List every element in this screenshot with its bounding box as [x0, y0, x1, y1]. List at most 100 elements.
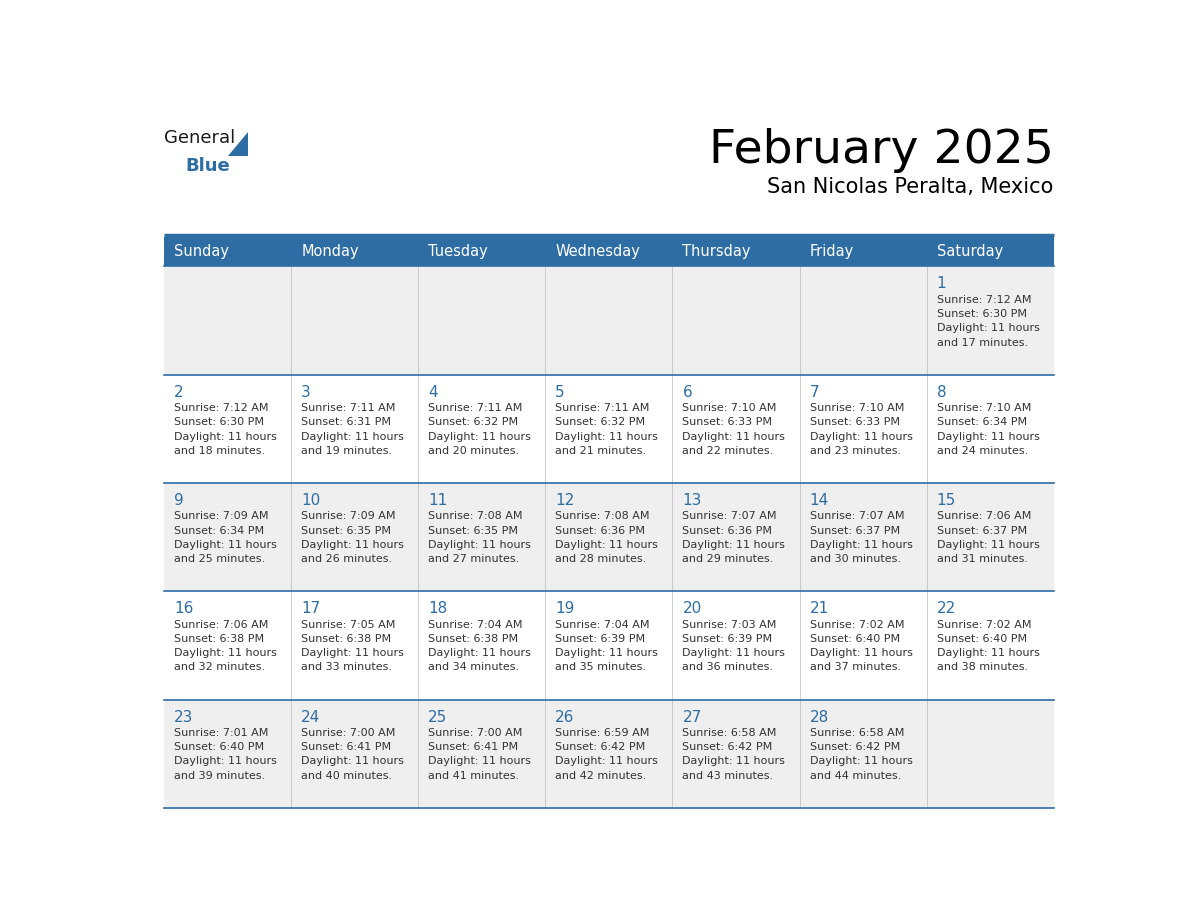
- Text: Daylight: 11 hours: Daylight: 11 hours: [809, 540, 912, 550]
- Text: Daylight: 11 hours: Daylight: 11 hours: [302, 756, 404, 767]
- Text: Sunset: 6:37 PM: Sunset: 6:37 PM: [936, 526, 1026, 536]
- Text: Daylight: 11 hours: Daylight: 11 hours: [555, 756, 658, 767]
- Text: 25: 25: [429, 710, 448, 724]
- Text: Sunrise: 7:02 AM: Sunrise: 7:02 AM: [936, 620, 1031, 630]
- Text: and 32 minutes.: and 32 minutes.: [175, 663, 265, 673]
- Text: Friday: Friday: [809, 244, 854, 260]
- Text: Daylight: 11 hours: Daylight: 11 hours: [555, 540, 658, 550]
- Text: 20: 20: [682, 601, 702, 616]
- Text: Sunset: 6:41 PM: Sunset: 6:41 PM: [302, 743, 391, 752]
- Text: Sunrise: 7:08 AM: Sunrise: 7:08 AM: [555, 511, 650, 521]
- Text: Sunrise: 7:00 AM: Sunrise: 7:00 AM: [302, 728, 396, 738]
- Text: Sunrise: 7:04 AM: Sunrise: 7:04 AM: [429, 620, 523, 630]
- Text: Daylight: 11 hours: Daylight: 11 hours: [429, 756, 531, 767]
- Text: and 21 minutes.: and 21 minutes.: [555, 446, 646, 456]
- Text: 7: 7: [809, 385, 820, 399]
- Text: 16: 16: [175, 601, 194, 616]
- Text: Daylight: 11 hours: Daylight: 11 hours: [429, 431, 531, 442]
- Bar: [672, 237, 800, 266]
- Text: and 40 minutes.: and 40 minutes.: [302, 771, 392, 780]
- Text: Sunrise: 7:03 AM: Sunrise: 7:03 AM: [682, 620, 777, 630]
- Text: Blue: Blue: [185, 157, 230, 175]
- Text: Daylight: 11 hours: Daylight: 11 hours: [555, 648, 658, 658]
- Text: Thursday: Thursday: [682, 244, 751, 260]
- Text: and 44 minutes.: and 44 minutes.: [809, 771, 901, 780]
- Text: Saturday: Saturday: [936, 244, 1003, 260]
- Text: Daylight: 11 hours: Daylight: 11 hours: [936, 540, 1040, 550]
- Text: Sunset: 6:33 PM: Sunset: 6:33 PM: [809, 418, 899, 428]
- Text: Daylight: 11 hours: Daylight: 11 hours: [682, 756, 785, 767]
- Text: 13: 13: [682, 493, 702, 508]
- Text: 26: 26: [555, 710, 575, 724]
- Text: Sunset: 6:32 PM: Sunset: 6:32 PM: [555, 418, 645, 428]
- Text: and 41 minutes.: and 41 minutes.: [429, 771, 519, 780]
- Text: Sunset: 6:42 PM: Sunset: 6:42 PM: [809, 743, 899, 752]
- Text: Sunrise: 7:09 AM: Sunrise: 7:09 AM: [302, 511, 396, 521]
- Text: 24: 24: [302, 710, 321, 724]
- Text: Sunrise: 7:07 AM: Sunrise: 7:07 AM: [809, 511, 904, 521]
- Text: Sunrise: 7:11 AM: Sunrise: 7:11 AM: [302, 403, 396, 413]
- Text: Sunrise: 7:00 AM: Sunrise: 7:00 AM: [429, 728, 523, 738]
- Text: and 39 minutes.: and 39 minutes.: [175, 771, 265, 780]
- Text: 23: 23: [175, 710, 194, 724]
- Text: Sunrise: 7:10 AM: Sunrise: 7:10 AM: [936, 403, 1031, 413]
- Text: and 37 minutes.: and 37 minutes.: [809, 663, 901, 673]
- Bar: [291, 237, 418, 266]
- Text: San Nicolas Peralta, Mexico: San Nicolas Peralta, Mexico: [767, 177, 1054, 197]
- Text: Sunset: 6:38 PM: Sunset: 6:38 PM: [302, 634, 391, 644]
- Text: Sunrise: 7:12 AM: Sunrise: 7:12 AM: [175, 403, 268, 413]
- Text: Daylight: 11 hours: Daylight: 11 hours: [936, 431, 1040, 442]
- Text: and 28 minutes.: and 28 minutes.: [555, 554, 646, 565]
- Text: Monday: Monday: [302, 244, 359, 260]
- Text: 8: 8: [936, 385, 947, 399]
- Text: and 17 minutes.: and 17 minutes.: [936, 338, 1028, 348]
- Bar: [800, 237, 927, 266]
- Text: Daylight: 11 hours: Daylight: 11 hours: [555, 431, 658, 442]
- Text: 22: 22: [936, 601, 956, 616]
- Text: Daylight: 11 hours: Daylight: 11 hours: [809, 648, 912, 658]
- Text: and 18 minutes.: and 18 minutes.: [175, 446, 265, 456]
- Text: General: General: [164, 129, 235, 148]
- Text: and 22 minutes.: and 22 minutes.: [682, 446, 773, 456]
- Text: Sunday: Sunday: [175, 244, 229, 260]
- Text: and 29 minutes.: and 29 minutes.: [682, 554, 773, 565]
- Text: Daylight: 11 hours: Daylight: 11 hours: [175, 540, 277, 550]
- Text: Sunrise: 7:10 AM: Sunrise: 7:10 AM: [809, 403, 904, 413]
- Text: Sunset: 6:34 PM: Sunset: 6:34 PM: [936, 418, 1026, 428]
- Text: and 23 minutes.: and 23 minutes.: [809, 446, 901, 456]
- Text: Daylight: 11 hours: Daylight: 11 hours: [175, 756, 277, 767]
- Text: and 38 minutes.: and 38 minutes.: [936, 663, 1028, 673]
- Text: Daylight: 11 hours: Daylight: 11 hours: [302, 648, 404, 658]
- Text: and 26 minutes.: and 26 minutes.: [302, 554, 392, 565]
- Text: 9: 9: [175, 493, 184, 508]
- Text: and 19 minutes.: and 19 minutes.: [302, 446, 392, 456]
- Text: 11: 11: [429, 493, 448, 508]
- Text: and 35 minutes.: and 35 minutes.: [555, 663, 646, 673]
- Text: Sunrise: 6:59 AM: Sunrise: 6:59 AM: [555, 728, 650, 738]
- Text: Sunrise: 7:06 AM: Sunrise: 7:06 AM: [175, 620, 268, 630]
- Text: 5: 5: [555, 385, 565, 399]
- Text: Sunset: 6:42 PM: Sunset: 6:42 PM: [555, 743, 645, 752]
- Text: Sunset: 6:36 PM: Sunset: 6:36 PM: [555, 526, 645, 536]
- Text: Sunset: 6:32 PM: Sunset: 6:32 PM: [429, 418, 518, 428]
- Text: 14: 14: [809, 493, 829, 508]
- Bar: [164, 375, 1054, 483]
- Bar: [164, 483, 1054, 591]
- Text: Sunrise: 7:05 AM: Sunrise: 7:05 AM: [302, 620, 396, 630]
- Text: Sunrise: 7:04 AM: Sunrise: 7:04 AM: [555, 620, 650, 630]
- Text: Sunrise: 6:58 AM: Sunrise: 6:58 AM: [809, 728, 904, 738]
- Text: Sunset: 6:40 PM: Sunset: 6:40 PM: [175, 743, 264, 752]
- Text: Sunrise: 7:09 AM: Sunrise: 7:09 AM: [175, 511, 268, 521]
- Text: Daylight: 11 hours: Daylight: 11 hours: [682, 431, 785, 442]
- Text: Daylight: 11 hours: Daylight: 11 hours: [175, 648, 277, 658]
- Text: Daylight: 11 hours: Daylight: 11 hours: [302, 540, 404, 550]
- Text: 6: 6: [682, 385, 693, 399]
- Text: 27: 27: [682, 710, 702, 724]
- Text: 10: 10: [302, 493, 321, 508]
- Text: Daylight: 11 hours: Daylight: 11 hours: [936, 648, 1040, 658]
- Text: Daylight: 11 hours: Daylight: 11 hours: [682, 540, 785, 550]
- Text: 15: 15: [936, 493, 956, 508]
- Text: Sunrise: 7:08 AM: Sunrise: 7:08 AM: [429, 511, 523, 521]
- Text: 1: 1: [936, 276, 947, 292]
- Text: Daylight: 11 hours: Daylight: 11 hours: [682, 648, 785, 658]
